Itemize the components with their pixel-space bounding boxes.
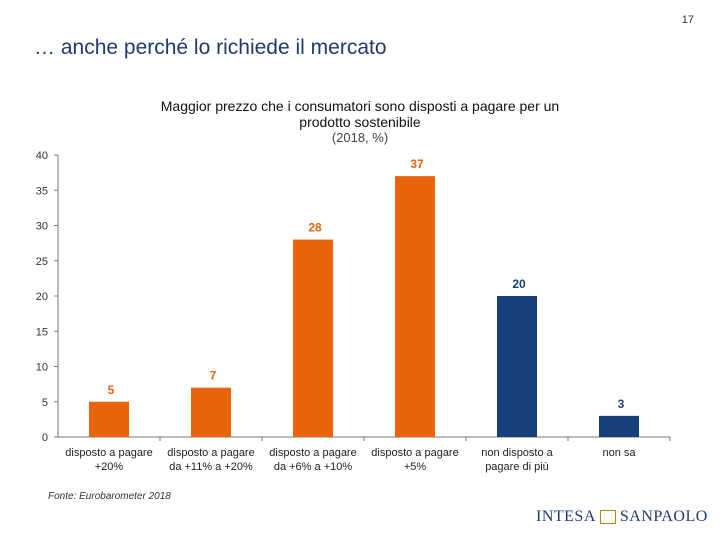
x-tick-label: non disposto a pagare di più — [481, 447, 553, 473]
x-tick-label-line: non disposto a — [481, 447, 553, 459]
x-tick-label-line: non sa — [602, 447, 636, 459]
x-tick-label-line: disposto a pagare — [269, 447, 356, 459]
y-tick-label: 5 — [42, 397, 48, 409]
y-tick-label: 25 — [36, 256, 48, 268]
x-tick-label: disposto a pagare da +6% a +10% — [269, 447, 356, 473]
x-tick-label-line: da +6% a +10% — [274, 461, 353, 473]
bar — [293, 239, 333, 437]
page-number: 17 — [681, 14, 694, 26]
y-tick-label: 0 — [42, 432, 48, 444]
y-tick-label: 40 — [36, 150, 48, 162]
logo-mark-icon — [599, 510, 616, 524]
data-label: 7 — [210, 369, 217, 383]
y-tick-label: 15 — [36, 326, 48, 338]
y-tick-label: 20 — [36, 291, 48, 303]
source-note: Fonte: Eurobarometer 2018 — [48, 491, 171, 502]
bar — [89, 401, 129, 437]
x-tick-label-line: disposto a pagare — [65, 447, 152, 459]
x-tick-label-line: disposto a pagare — [167, 447, 254, 459]
bar — [191, 387, 231, 437]
intesa-sanpaolo-logo: INTESA SANPAOLO — [536, 508, 708, 526]
chart-title: Maggior prezzo che i consumatori sono di… — [160, 98, 560, 130]
x-tick-label-line: +20% — [95, 461, 124, 473]
y-tick-label: 30 — [36, 221, 48, 233]
data-label: 5 — [108, 383, 115, 397]
logo-left-text: INTESA — [536, 508, 596, 525]
y-tick-label: 10 — [36, 362, 48, 374]
chart-subtitle: (2018, %) — [331, 130, 389, 145]
x-tick-label: disposto a pagare +5% — [371, 447, 458, 473]
x-tick-label-line: disposto a pagare — [371, 447, 458, 459]
x-tick-label-line: +5% — [404, 461, 427, 473]
chart-title-block: Maggior prezzo che i consumatori sono di… — [160, 98, 560, 146]
x-tick-label: disposto a pagare da +11% a +20% — [167, 447, 254, 473]
bar — [497, 296, 537, 437]
data-label: 20 — [512, 277, 526, 291]
bar — [395, 176, 435, 437]
slide-title: … anche perché lo richiede il mercato — [34, 36, 387, 59]
logo-right-text: SANPAOLO — [619, 508, 708, 525]
x-tick-label: non sa — [602, 447, 636, 459]
x-tick-label-line: pagare di più — [485, 461, 549, 473]
data-label: 37 — [410, 157, 424, 171]
x-tick-label: disposto a pagare +20% — [65, 447, 152, 473]
data-label: 3 — [618, 397, 625, 411]
data-label: 28 — [308, 221, 322, 235]
y-tick-label: 35 — [36, 185, 48, 197]
x-tick-label-line: da +11% a +20% — [169, 461, 253, 473]
bar — [599, 415, 639, 437]
